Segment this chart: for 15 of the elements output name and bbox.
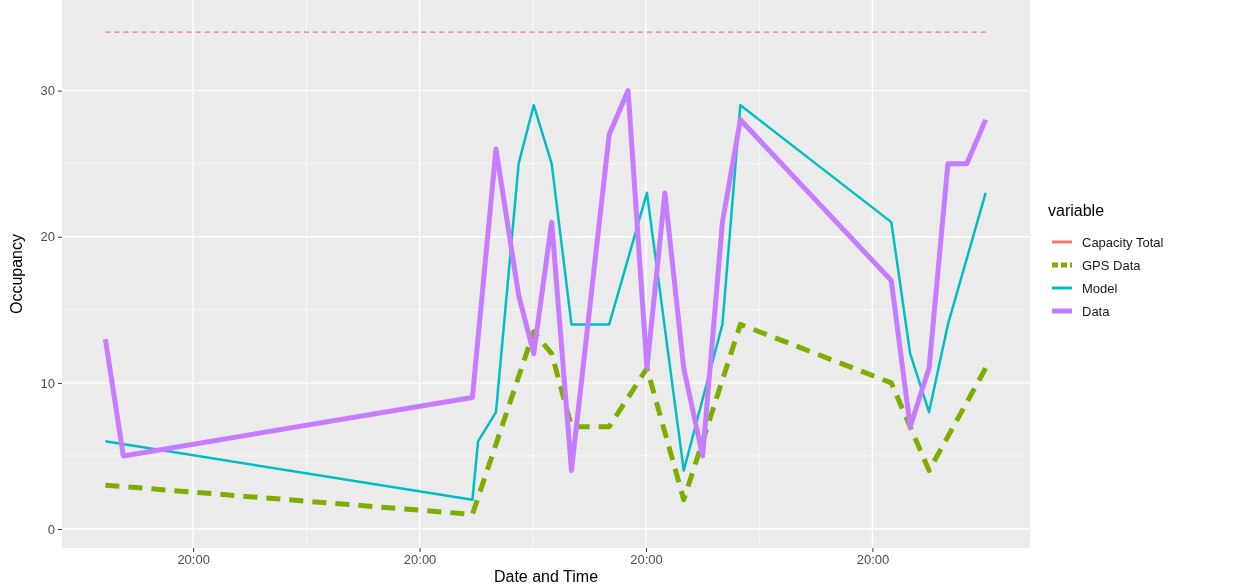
legend-label: GPS Data — [1082, 257, 1142, 273]
x-tick-label: 20:00 — [856, 552, 890, 568]
legend-label: Data — [1082, 303, 1111, 319]
x-axis-title: Date and Time — [493, 568, 599, 585]
x-tick-label: 20:00 — [177, 552, 210, 568]
y-tick-label: 30 — [40, 83, 55, 99]
legend-label: Capacity Total — [1082, 234, 1164, 250]
x-tick-label: 20:00 — [630, 552, 663, 568]
legend-title: variable — [1048, 202, 1105, 219]
x-tick-label: 20:00 — [403, 552, 437, 568]
y-tick-label: 20 — [40, 229, 55, 245]
y-axis-title: Occupancy — [8, 233, 25, 315]
y-tick-label: 0 — [47, 521, 55, 537]
y-tick-label: 10 — [40, 375, 55, 391]
legend-label: Model — [1082, 280, 1118, 296]
